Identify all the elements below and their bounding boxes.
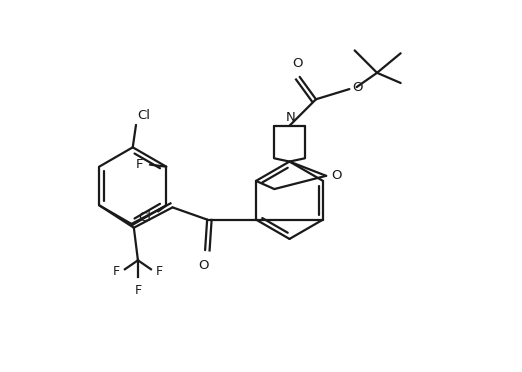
Text: F: F [136, 158, 143, 171]
Text: O: O [331, 169, 341, 182]
Text: O: O [198, 259, 208, 272]
Text: O: O [353, 81, 363, 94]
Text: F: F [134, 284, 141, 297]
Text: Cl: Cl [138, 211, 151, 224]
Text: N: N [286, 111, 295, 124]
Text: F: F [156, 265, 163, 278]
Text: Cl: Cl [138, 109, 151, 122]
Text: O: O [292, 57, 303, 70]
Text: F: F [113, 265, 120, 278]
